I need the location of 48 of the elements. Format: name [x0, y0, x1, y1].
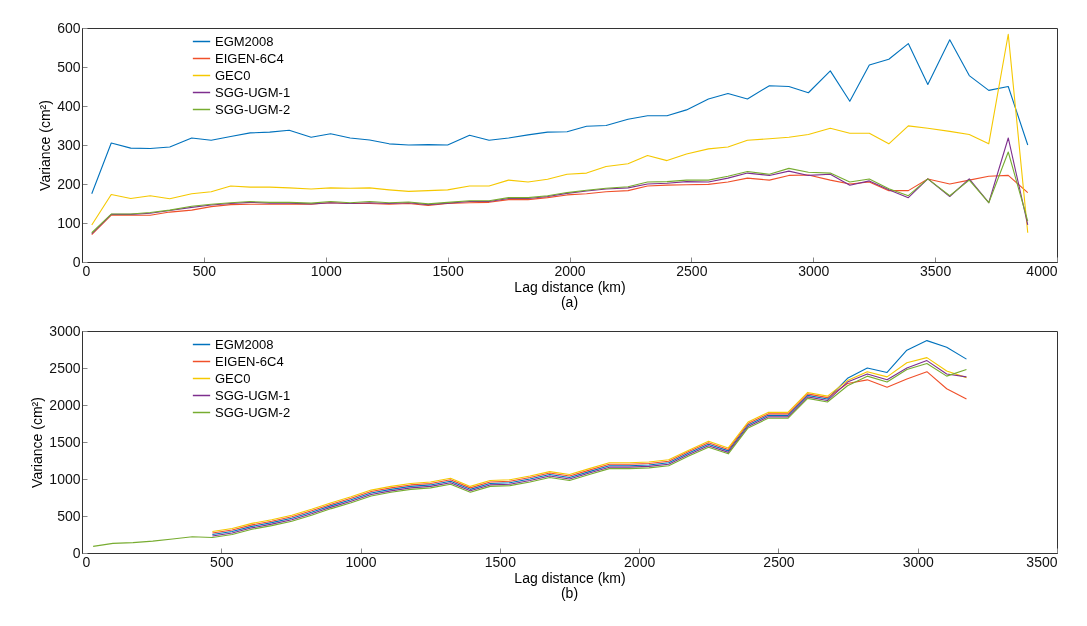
y-tick-label: 100	[57, 214, 81, 231]
y-tick-label: 500	[57, 58, 81, 75]
y-tick-label: 3000	[49, 322, 81, 339]
x-tick-label: 3500	[1026, 553, 1058, 570]
legend-label: SGG-UGM-2	[215, 404, 291, 420]
y-tick-label: 2000	[49, 396, 81, 413]
x-tick-label: 2000	[554, 262, 586, 279]
x-tick-label: 500	[210, 553, 234, 570]
x-axis-title: Lag distance (km)	[514, 569, 626, 586]
legend-label: EGM2008	[215, 33, 274, 49]
line-series	[91, 137, 1029, 235]
y-tick-label: 600	[57, 19, 81, 36]
y-tick-label: 500	[57, 507, 81, 524]
x-tick-label: 3500	[920, 262, 952, 279]
text: (a)	[560, 294, 579, 310]
x-tick-label: 1500	[484, 553, 517, 570]
line-series	[91, 39, 1029, 195]
legend-label: SGG-UGM-1	[215, 84, 291, 100]
x-tick-label: 3000	[798, 262, 830, 279]
line-series	[91, 151, 1029, 234]
x-tick-label: 1000	[310, 262, 343, 279]
x-tick-label: 1500	[432, 262, 464, 279]
y-tick-label: 400	[57, 97, 81, 114]
x-tick-label: 2000	[624, 553, 656, 570]
x-tick-label: 4000	[1026, 262, 1058, 279]
legend-label: GEC0	[215, 67, 251, 83]
legend-label: EIGEN-6C4	[215, 50, 284, 66]
y-axis-title: Variance (cm²)	[29, 397, 46, 488]
y-tick-label: 2500	[49, 359, 81, 376]
x-tick-label: 500	[192, 262, 217, 279]
x-tick-label: 2500	[763, 553, 795, 570]
x-tick-label: 1000	[345, 553, 377, 570]
y-tick-label: 200	[57, 175, 81, 192]
x-tick-label: 2500	[676, 262, 708, 279]
legend-label: EIGEN-6C4	[215, 353, 284, 369]
legend-label: SGG-UGM-1	[215, 387, 291, 403]
y-tick-label: 1000	[49, 470, 81, 487]
legend-label: EGM2008	[215, 336, 274, 352]
legend-label: SGG-UGM-2	[215, 101, 291, 117]
x-axis-title: Lag distance (km)	[514, 278, 626, 295]
line-series	[91, 174, 1029, 236]
y-tick-label: 1500	[49, 433, 81, 450]
legend-label: GEC0	[215, 370, 251, 386]
line-series	[91, 33, 1029, 234]
y-tick-label: 300	[57, 136, 81, 153]
text: (b)	[560, 585, 579, 601]
y-axis-title: Variance (cm²)	[37, 100, 54, 191]
x-tick-label: 3000	[902, 553, 934, 570]
